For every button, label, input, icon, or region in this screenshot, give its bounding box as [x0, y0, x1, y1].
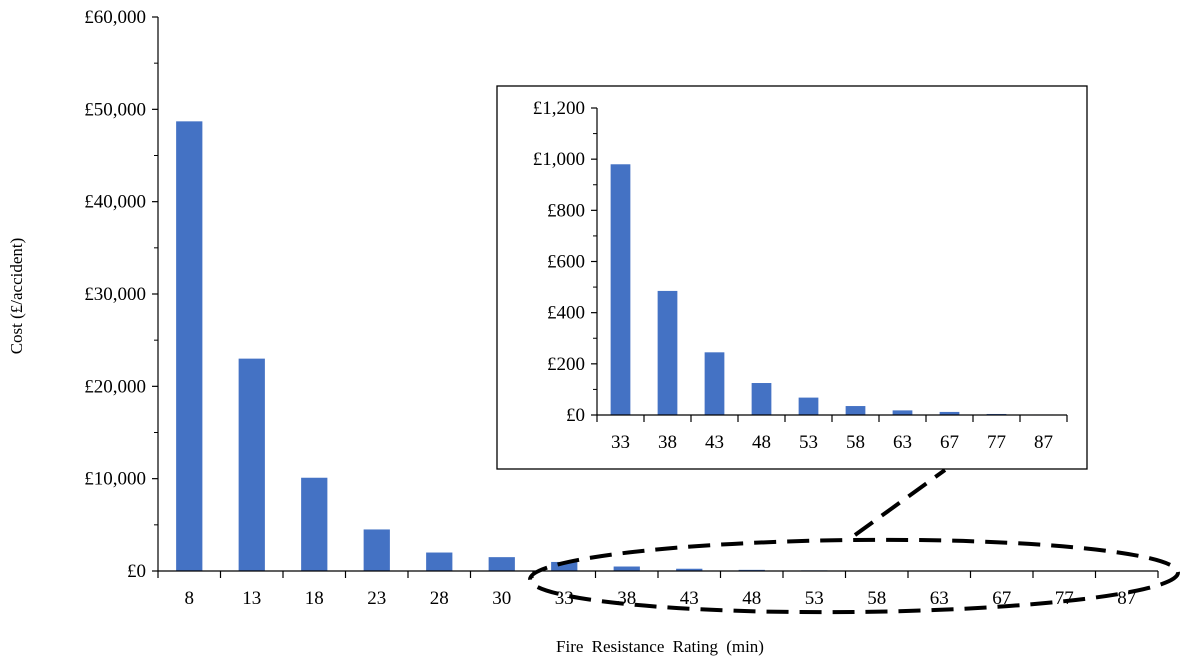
main-y-tick-labels: £0 £10,000 £20,000 £30,000 £40,000 £50,000 £60…	[84, 7, 146, 582]
inset-y-tick-label: £1,000	[533, 149, 585, 170]
main-x-tick-label: 48	[742, 588, 761, 609]
inset-x-tick-label: 43	[705, 432, 724, 453]
inset-y-tick-label: £0	[566, 405, 585, 426]
inset-x-tick-label: 53	[799, 432, 818, 453]
inset-x-tick-label: 48	[752, 432, 771, 453]
main-bar-13	[238, 358, 265, 571]
inset-bar-48	[751, 383, 772, 415]
main-y-tick-label: £50,000	[84, 99, 146, 120]
inset-bar-53	[798, 397, 819, 415]
main-x-tick-label: 67	[992, 588, 1011, 609]
main-axes	[152, 16, 1159, 578]
main-bar-23	[363, 529, 390, 571]
main-y-tick-label: £30,000	[84, 284, 146, 305]
main-x-tick-label: 18	[305, 588, 324, 609]
inset-x-tick-label: 33	[611, 432, 630, 453]
inset-y-tick-label: £800	[547, 200, 585, 221]
main-y-tick-label: £60,000	[84, 7, 146, 28]
main-y-tick-label: £40,000	[84, 192, 146, 213]
main-x-tick-label: 33	[555, 588, 574, 609]
main-y-tick-label: £20,000	[84, 376, 146, 397]
inset-x-tick-label: 63	[893, 432, 912, 453]
inset-x-tick-label: 38	[658, 432, 677, 453]
inset-y-tick-label: £400	[547, 303, 585, 324]
main-x-tick-label: 23	[367, 588, 386, 609]
inset-y-tick-label: £1,200	[533, 98, 585, 119]
inset-bar-33	[610, 164, 631, 415]
inset-chart: £0 £200 £400 £600 £800 £1,000 £1,200 33 38 43 48 5…	[496, 85, 1088, 470]
inset-x-tick-label: 58	[846, 432, 865, 453]
main-bars	[176, 121, 1140, 571]
main-bar-8	[176, 121, 203, 571]
inset-x-tick-label: 87	[1034, 432, 1053, 453]
main-bar-33	[551, 561, 578, 571]
main-bar-28	[426, 552, 453, 571]
inset-frame	[496, 85, 1088, 470]
main-x-tick-label: 43	[680, 588, 699, 609]
main-bar-43	[676, 568, 703, 571]
main-chart: £0 £10,000 £20,000 £30,000 £40,000 £50,000 £60…	[7, 7, 1159, 656]
main-x-tick-label: 28	[430, 588, 449, 609]
inset-bar-58	[845, 406, 866, 415]
main-x-tick-label: 30	[492, 588, 511, 609]
y-axis-title: Cost (£/accident)	[7, 238, 26, 355]
main-y-tick-label: £0	[127, 561, 146, 582]
zoom-highlight	[528, 468, 1180, 615]
inset-bar-67	[939, 411, 960, 415]
inset-x-tick-label: 77	[987, 432, 1006, 453]
inset-x-tick-labels: 33 38 43 48 53 58 63 67 77 87	[611, 432, 1053, 453]
inset-y-tick-labels: £0 £200 £400 £600 £800 £1,000 £1,200	[533, 98, 585, 426]
main-bar-38	[613, 566, 640, 571]
inset-y-tick-label: £600	[547, 252, 585, 273]
inset-y-tick-label: £200	[547, 354, 585, 375]
inset-bar-43	[704, 352, 725, 415]
main-x-tick-label: 77	[1055, 588, 1074, 609]
zoom-ellipse	[528, 537, 1180, 615]
main-x-tick-label: 8	[185, 588, 195, 609]
zoom-connector	[853, 468, 947, 537]
main-x-tick-label: 58	[867, 588, 886, 609]
inset-axes	[591, 107, 1068, 422]
main-x-tick-label: 53	[805, 588, 824, 609]
inset-x-tick-label: 67	[940, 432, 959, 453]
main-y-tick-label: £10,000	[84, 469, 146, 490]
main-x-tick-label: 13	[242, 588, 261, 609]
inset-bar-38	[657, 290, 678, 415]
main-x-tick-labels: 8 13 18 23 28 30 33 38 43 48 53 58 63 67 77 87	[185, 588, 1137, 609]
main-bar-30	[488, 557, 515, 571]
main-bar-18	[301, 477, 328, 571]
inset-bars	[610, 164, 1054, 415]
inset-bar-63	[892, 410, 913, 415]
main-x-tick-label: 38	[617, 588, 636, 609]
x-axis-title: Fire Resistance Rating (min)	[556, 637, 764, 656]
main-x-tick-label: 63	[930, 588, 949, 609]
